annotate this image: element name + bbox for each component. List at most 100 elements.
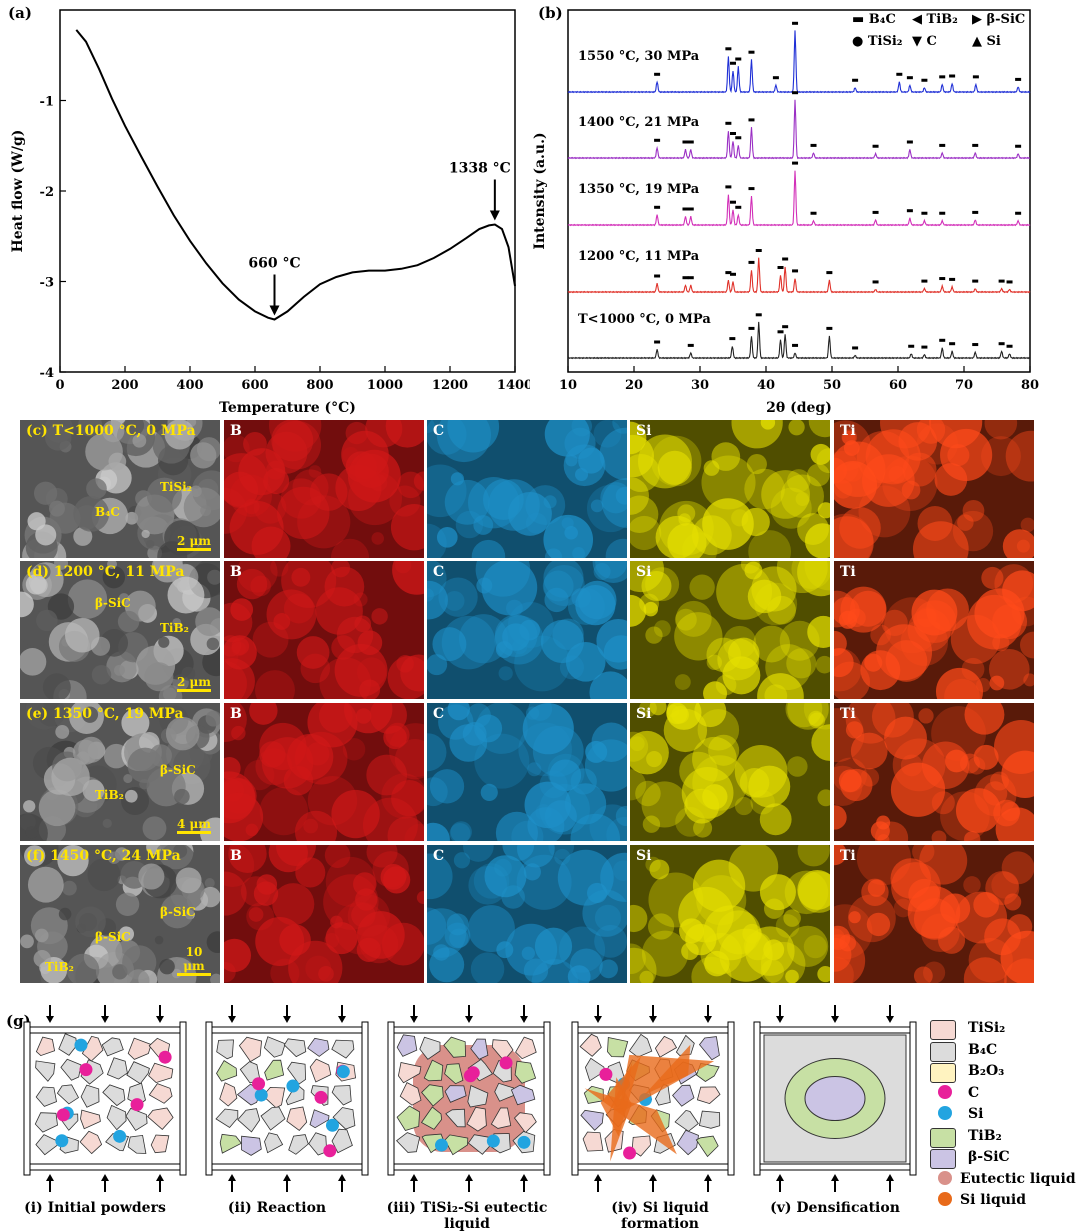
eds-cluster <box>427 822 450 841</box>
eds-cluster <box>808 420 830 438</box>
panel-b-letter: (b) <box>538 4 563 22</box>
arrowhead <box>649 1016 657 1023</box>
xrd-series-label: 1350 °C, 19 MPa <box>578 182 700 197</box>
eds-cluster <box>476 577 493 594</box>
phase-marker <box>810 211 817 215</box>
eds-cluster <box>989 675 1005 691</box>
sem-grain <box>144 662 174 692</box>
eds-cluster <box>413 471 424 491</box>
powder-particle <box>396 1105 421 1131</box>
eds-cluster <box>544 587 569 613</box>
eds-cluster <box>929 420 983 449</box>
phase-marker <box>949 277 956 281</box>
phase-marker <box>972 279 979 283</box>
powder-particle <box>56 1084 80 1105</box>
powder-particle <box>106 1057 128 1080</box>
eds-cluster <box>785 969 799 983</box>
eds-map-b: B <box>224 561 424 699</box>
x-tick-label: 200 <box>111 378 138 393</box>
xrd-pattern <box>567 321 1031 360</box>
phase-annotation: TiB₂ <box>45 960 74 974</box>
phase-marker <box>1006 344 1013 348</box>
sem-grain <box>165 716 200 751</box>
powder-particle <box>102 1084 126 1107</box>
eds-cluster <box>325 922 358 955</box>
eds-cluster <box>734 797 754 816</box>
eds-map-ti: Ti <box>834 703 1034 841</box>
eds-cluster <box>324 845 351 868</box>
powder-particle <box>101 1037 124 1057</box>
eds-cluster <box>612 860 627 881</box>
eds-cluster <box>540 619 585 664</box>
legend-swatch <box>930 1149 956 1169</box>
powder-particle <box>283 1038 307 1058</box>
eds-cluster <box>525 706 540 720</box>
eds-cluster <box>450 821 472 841</box>
powder-particle <box>241 1135 262 1156</box>
xrd-series-label: T<1000 °C, 0 MPa <box>578 312 711 327</box>
eds-cluster <box>427 907 447 945</box>
eds-map-si: Si <box>630 703 830 841</box>
powder-particle <box>150 1134 170 1154</box>
powder-particle <box>35 1036 56 1057</box>
silicon-particle <box>486 1134 500 1148</box>
eds-cluster <box>244 498 260 515</box>
eds-cluster <box>786 648 817 679</box>
eds-cluster <box>674 674 691 691</box>
phase-marker <box>939 277 946 281</box>
stage-caption: (iii) TiSi₂-Si eutectic liquid <box>386 1200 548 1232</box>
phase-marker <box>921 211 928 215</box>
eds-cluster <box>296 636 330 669</box>
legend-label: Si liquid <box>960 1192 1027 1208</box>
silicon-particle <box>113 1129 127 1143</box>
sem-grain <box>181 666 196 681</box>
eds-cluster <box>283 593 314 624</box>
eds-cluster <box>548 845 575 860</box>
arrowhead <box>410 1016 418 1023</box>
eds-cluster <box>983 781 1008 806</box>
eds-cluster <box>590 499 604 513</box>
arrowhead <box>594 1174 602 1181</box>
x-tick-label: 20 <box>625 378 643 393</box>
x-tick-label: 400 <box>176 378 203 393</box>
phase-marker <box>755 249 762 252</box>
eds-element-label: B <box>230 706 242 722</box>
arrowhead <box>831 1016 839 1023</box>
sem-grain <box>190 485 202 498</box>
eds-cluster <box>471 539 506 558</box>
eds-cluster <box>524 781 572 829</box>
eds-cluster <box>390 504 424 551</box>
punch <box>759 1163 911 1171</box>
eds-cluster <box>692 859 746 912</box>
sem-grain <box>160 894 195 929</box>
phase-marker <box>735 57 742 61</box>
scale-bar: 2 μm <box>174 534 214 552</box>
eds-cluster <box>973 744 999 770</box>
powder-particle <box>285 1083 305 1106</box>
eds-cluster <box>795 491 810 507</box>
eds-cluster <box>834 648 854 678</box>
eds-cluster <box>385 420 424 448</box>
x-tick-label: 50 <box>823 378 841 393</box>
schematic-stage <box>205 1005 369 1192</box>
arrowhead <box>228 1016 236 1023</box>
eds-cluster <box>630 477 650 515</box>
eds-cluster <box>810 443 830 465</box>
xrd-pattern <box>567 170 1031 227</box>
sem-grain <box>172 617 182 627</box>
arrowhead <box>46 1174 54 1181</box>
eds-cluster <box>543 561 584 598</box>
phase-marker <box>687 140 694 144</box>
powder-particle <box>126 1061 150 1085</box>
punch <box>577 1163 729 1171</box>
eds-cluster <box>615 486 627 505</box>
legend-label: TiSi₂ <box>968 1020 1006 1036</box>
punch <box>29 1163 181 1171</box>
eds-cluster <box>711 442 741 471</box>
eds-element-label: C <box>433 423 445 439</box>
sem-grain <box>156 845 175 861</box>
eds-cluster <box>717 638 760 681</box>
phase-marker <box>906 76 913 80</box>
arrowhead <box>228 1174 236 1181</box>
eds-cluster <box>231 725 246 741</box>
